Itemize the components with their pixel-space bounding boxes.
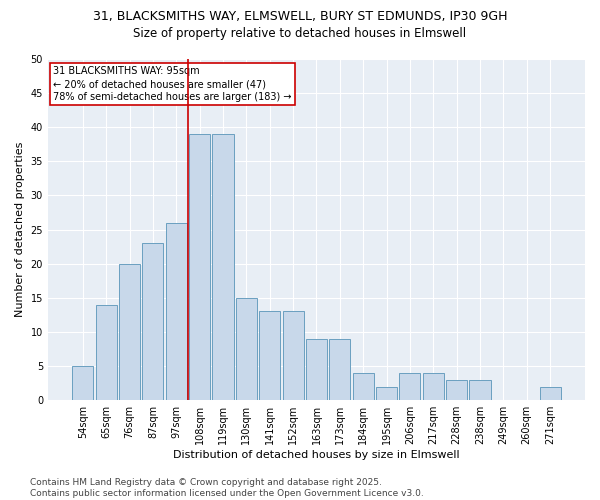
Bar [329, 339, 350, 400]
Bar [189, 134, 210, 400]
Text: Contains HM Land Registry data © Crown copyright and database right 2025.
Contai: Contains HM Land Registry data © Crown c… [30, 478, 424, 498]
Text: 31, BLACKSMITHS WAY, ELMSWELL, BURY ST EDMUNDS, IP30 9GH: 31, BLACKSMITHS WAY, ELMSWELL, BURY ST E… [93, 10, 507, 23]
X-axis label: Distribution of detached houses by size in Elmswell: Distribution of detached houses by size … [173, 450, 460, 460]
Bar [539, 386, 560, 400]
Bar [376, 386, 397, 400]
Bar [166, 223, 187, 400]
Bar [142, 244, 163, 400]
Bar [259, 312, 280, 400]
Bar [283, 312, 304, 400]
Bar [469, 380, 491, 400]
Y-axis label: Number of detached properties: Number of detached properties [15, 142, 25, 318]
Bar [236, 298, 257, 400]
Bar [73, 366, 94, 400]
Bar [95, 304, 117, 400]
Bar [306, 339, 327, 400]
Bar [423, 373, 444, 400]
Bar [446, 380, 467, 400]
Bar [212, 134, 233, 400]
Bar [400, 373, 421, 400]
Text: Size of property relative to detached houses in Elmswell: Size of property relative to detached ho… [133, 28, 467, 40]
Text: 31 BLACKSMITHS WAY: 95sqm
← 20% of detached houses are smaller (47)
78% of semi-: 31 BLACKSMITHS WAY: 95sqm ← 20% of detac… [53, 66, 292, 102]
Bar [119, 264, 140, 400]
Bar [353, 373, 374, 400]
